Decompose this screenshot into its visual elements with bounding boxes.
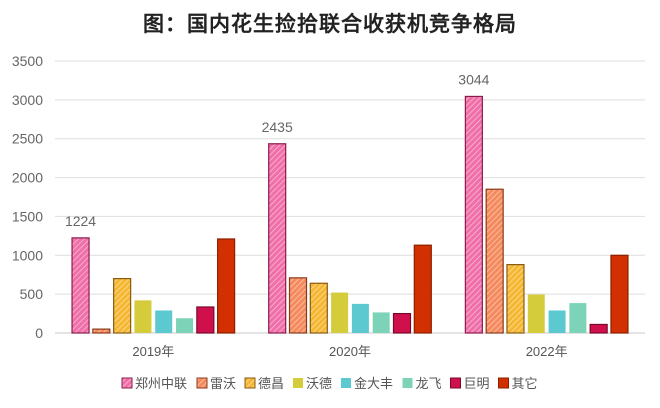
legend-label: 金大丰 <box>354 376 393 391</box>
bar-其它-2019年 <box>217 238 236 334</box>
data-label: 2435 <box>262 119 293 135</box>
legend-label: 雷沃 <box>210 376 236 391</box>
x-tick-label: 2019年 <box>132 344 174 359</box>
bar-雷沃-2020年 <box>288 277 308 334</box>
legend-swatch <box>196 377 208 389</box>
bar-其它-2022年 <box>610 254 629 334</box>
legend-item: 郑州中联 <box>121 376 187 391</box>
legend-label: 德昌 <box>258 376 284 391</box>
y-tick-label: 1000 <box>12 247 43 263</box>
bar-雷沃-2019年 <box>92 328 111 334</box>
bar-金大丰-2022年 <box>548 310 566 333</box>
legend-swatch <box>450 377 461 389</box>
y-tick-label: 2000 <box>12 170 43 186</box>
bar-郑州中联-2019年 <box>71 237 90 334</box>
legend-item: 德昌 <box>244 376 284 391</box>
x-tick-label: 2020年 <box>329 344 371 359</box>
bar-郑州中联-2022年 <box>464 95 483 334</box>
y-tick-label: 2500 <box>12 131 43 147</box>
legend-item: 沃德 <box>293 376 332 391</box>
legend-label: 沃德 <box>306 376 332 391</box>
data-label: 3044 <box>458 71 489 87</box>
legend-label: 龙飞 <box>416 376 442 391</box>
bar-金大丰-2020年 <box>351 303 369 333</box>
y-tick-label: 500 <box>20 286 44 302</box>
y-tick-label: 3500 <box>12 53 43 69</box>
bar-雷沃-2022年 <box>485 188 504 334</box>
legend-item: 其它 <box>498 376 538 391</box>
legend-swatch <box>244 377 256 389</box>
bar-其它-2020年 <box>413 244 432 334</box>
legend-item: 龙飞 <box>402 376 442 391</box>
y-tick-label: 3000 <box>12 92 43 108</box>
legend-item: 雷沃 <box>196 376 236 391</box>
bar-德昌-2019年 <box>113 278 132 334</box>
legend-label: 郑州中联 <box>135 376 187 391</box>
x-tick-label: 2022年 <box>526 344 568 359</box>
bar-沃德-2019年 <box>134 300 152 333</box>
bar-金大丰-2019年 <box>155 310 173 333</box>
bar-沃德-2022年 <box>527 294 545 333</box>
bar-龙飞-2020年 <box>372 312 390 333</box>
data-label: 1224 <box>65 213 96 229</box>
legend-label: 其它 <box>512 376 538 391</box>
y-tick-label: 0 <box>35 325 43 341</box>
bar-龙飞-2022年 <box>569 303 587 333</box>
bar-巨明-2020年 <box>392 312 412 334</box>
legend-swatch <box>498 377 509 389</box>
y-tick-label: 1500 <box>12 208 43 224</box>
bar-德昌-2022年 <box>506 264 525 334</box>
legend-swatch <box>121 377 133 389</box>
legend-label: 巨明 <box>464 376 490 391</box>
legend-swatch <box>293 378 303 388</box>
bar-巨明-2022年 <box>589 323 608 334</box>
legend-item: 金大丰 <box>341 376 393 391</box>
legend-swatch <box>341 378 351 388</box>
bar-巨明-2019年 <box>196 306 215 334</box>
bar-德昌-2020年 <box>309 282 328 334</box>
bar-沃德-2020年 <box>331 292 349 333</box>
chart-title: 图：国内花生捡拾联合收获机竞争格局 <box>143 12 517 36</box>
legend-swatch <box>402 378 413 388</box>
legend-item: 巨明 <box>450 376 490 391</box>
bar-龙飞-2019年 <box>176 318 194 333</box>
bar-郑州中联-2020年 <box>268 143 287 334</box>
